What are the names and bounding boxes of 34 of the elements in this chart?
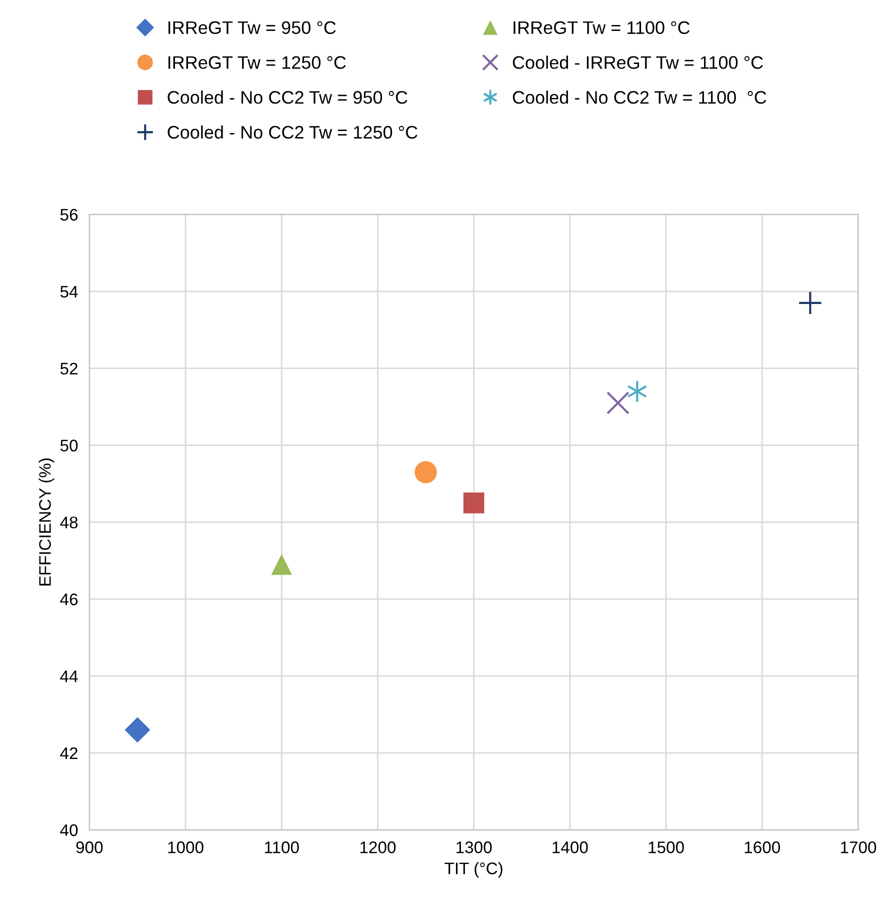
y-tick-label: 42: [60, 747, 78, 759]
point: [798, 290, 822, 316]
point: [463, 492, 484, 514]
point: [606, 391, 630, 414]
y-tick-label: 52: [60, 362, 78, 375]
y-tick-label: 50: [60, 440, 78, 452]
y-tick-label: 48: [60, 516, 78, 528]
legend-label: Cooled - No CC2 Tw = 950 °C: [168, 90, 408, 104]
y-tick-label: 54: [60, 286, 78, 298]
legend-label: IRReGT Tw = 1250 °C: [168, 56, 346, 69]
x-tick-label: 1700: [840, 841, 876, 854]
legend-label: IRReGT Tw = 950 °C: [168, 21, 336, 34]
point: [414, 461, 437, 484]
legend-label: Cooled - No CC2 Tw = 1250 °C: [168, 125, 418, 139]
x-tick-label: 1200: [360, 841, 396, 854]
point: [627, 380, 648, 403]
y-tick-label: 44: [60, 670, 78, 682]
x-tick-label: 1000: [168, 841, 204, 854]
y-tick-label: 40: [60, 824, 78, 836]
x-tick-label: 1100: [264, 841, 299, 854]
y-tick-label: 56: [60, 208, 78, 221]
y-axis-title: EFFICIENCY (%): [38, 458, 54, 586]
x-tick-label: 1400: [552, 841, 588, 854]
x-tick-label: 900: [76, 841, 103, 854]
x-tick-label: 1500: [648, 841, 684, 854]
point: [271, 554, 292, 575]
point: [124, 717, 150, 743]
x-tick-label: 1600: [744, 841, 780, 854]
x-axis-title: TIT (°C): [444, 862, 502, 878]
x-tick-label: 1300: [456, 841, 492, 854]
legend-label: IRReGT Tw = 1100 °C: [514, 21, 690, 34]
y-tick-label: 46: [60, 594, 78, 606]
legend-label: Cooled - No CC2 Tw = 1100 °C: [512, 90, 766, 104]
legend-label: Cooled - IRReGT Tw = 1100 °C: [512, 56, 763, 69]
